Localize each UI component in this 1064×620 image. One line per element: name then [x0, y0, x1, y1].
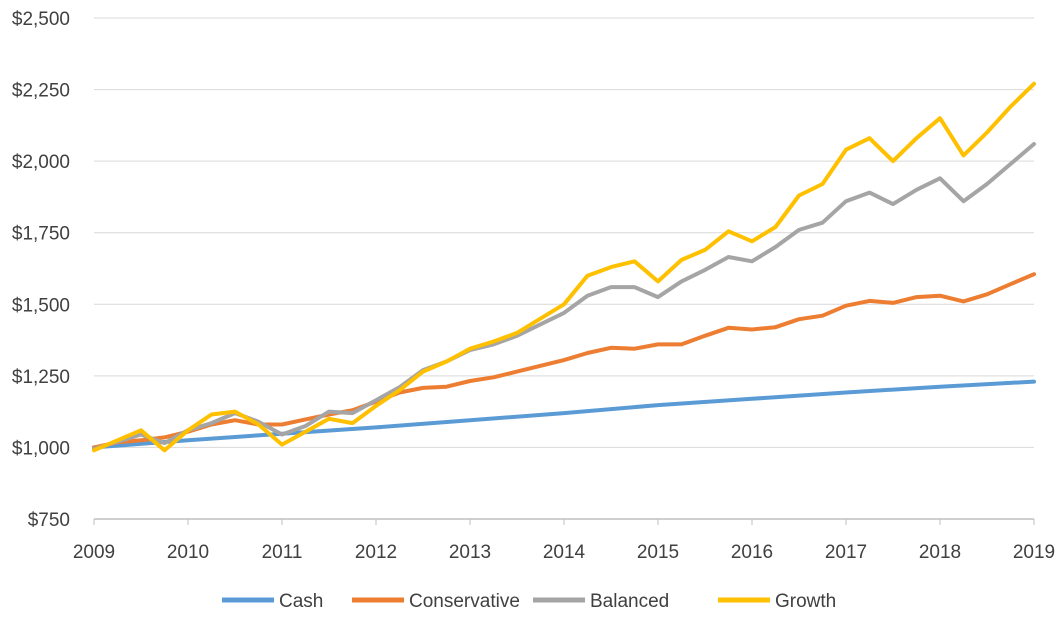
series-line-balanced: [92, 142, 1036, 451]
x-tick-label: 2013: [449, 542, 491, 563]
x-tick-label: 2012: [355, 542, 397, 563]
x-tick-label: 2014: [543, 542, 586, 563]
y-axis-labels: $750 $1,000 $1,250 $1,500 $1,750 $2,000 $2,250…: [12, 9, 70, 531]
series-line-growth: [92, 81, 1036, 453]
y-tick-label: $2,500: [12, 9, 70, 30]
series-line-conservative: [92, 272, 1036, 450]
x-tick-label: 2016: [731, 542, 773, 563]
grid-lines: [94, 17, 1034, 448]
y-tick-label: $2,000: [12, 152, 70, 173]
y-tick-label: $750: [28, 510, 70, 531]
y-tick-label: $1,000: [12, 438, 70, 459]
legend-label-growth: Growth: [775, 591, 836, 612]
x-axis: [93, 518, 1035, 525]
y-tick-label: $1,500: [12, 295, 70, 316]
legend: Cash Conservative Balanced Growth: [222, 591, 836, 612]
x-tick-label: 2011: [262, 542, 303, 563]
x-tick-label: 2018: [919, 542, 961, 563]
series-line-cash: [92, 379, 1036, 450]
x-tick-label: 2017: [825, 542, 867, 563]
y-tick-label: $2,250: [12, 81, 70, 102]
y-tick-label: $1,250: [12, 367, 70, 388]
x-tick-label: 2009: [73, 542, 115, 563]
legend-label-conservative: Conservative: [409, 591, 520, 612]
x-tick-label: 2015: [637, 542, 679, 563]
legend-label-cash: Cash: [279, 591, 323, 612]
series-lines: [92, 81, 1036, 453]
y-tick-label: $1,750: [12, 224, 70, 245]
x-axis-labels: 2009 2010 2011 2012 2013 2014 2015 2016 2017 2018…: [73, 542, 1055, 563]
x-tick-label: 2019: [1013, 542, 1055, 563]
legend-label-balanced: Balanced: [590, 591, 669, 612]
x-tick-label: 2010: [167, 542, 209, 563]
